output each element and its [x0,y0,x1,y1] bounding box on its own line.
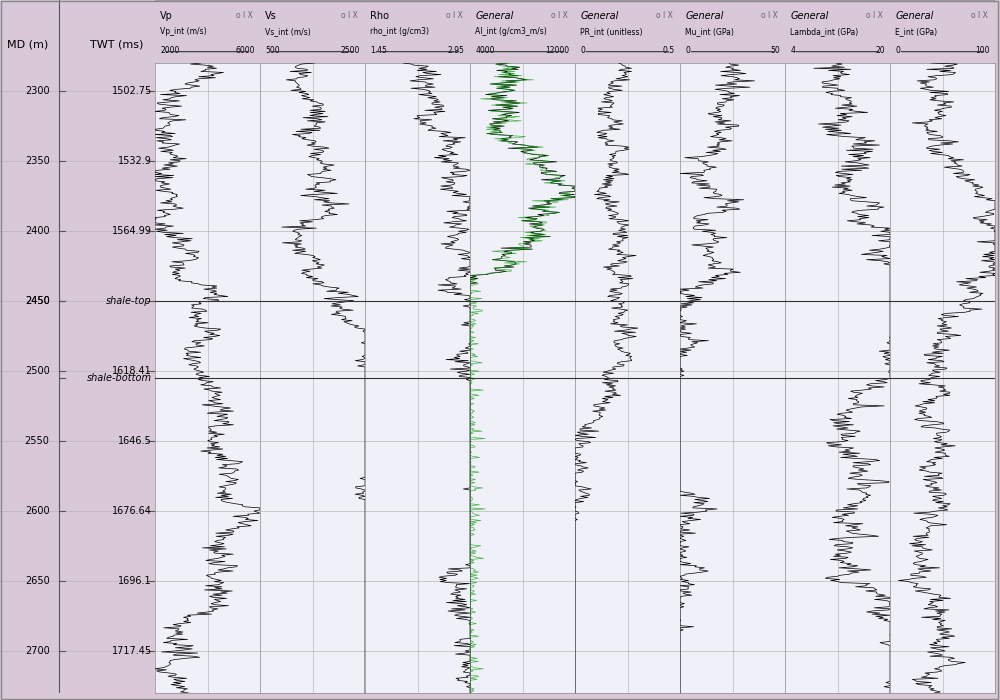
Text: 2450: 2450 [25,296,50,306]
Text: 1502.75: 1502.75 [112,86,152,96]
Text: Vs: Vs [265,11,277,21]
Text: 2600: 2600 [25,506,50,516]
Text: 50: 50 [770,46,780,55]
Text: 1696.1: 1696.1 [118,576,152,586]
Text: shale-top: shale-top [106,296,152,306]
Text: Lambda_int (GPa): Lambda_int (GPa) [790,27,858,36]
Text: General: General [580,11,619,21]
Text: 2000: 2000 [160,46,180,55]
Text: 1.45: 1.45 [370,46,387,55]
Text: 2300: 2300 [25,86,50,96]
Text: 4000: 4000 [475,46,495,55]
Text: 2500: 2500 [25,366,50,376]
Text: E_int (GPa): E_int (GPa) [895,27,937,36]
Text: 2500: 2500 [340,46,360,55]
Text: 4: 4 [790,46,795,55]
Text: PR_int (unitless): PR_int (unitless) [580,27,643,36]
Text: 2400: 2400 [25,226,50,236]
Text: rho_int (g/cm3): rho_int (g/cm3) [370,27,429,36]
Text: TWT (ms): TWT (ms) [90,39,143,49]
Text: Vs_int (m/s): Vs_int (m/s) [265,27,311,36]
Text: Mu_int (GPa): Mu_int (GPa) [685,27,734,36]
Text: 1618.41: 1618.41 [112,366,152,376]
Text: Vp: Vp [160,11,173,21]
Text: 2350: 2350 [25,156,50,166]
Text: 100: 100 [975,46,990,55]
Text: 2700: 2700 [25,646,50,656]
Text: General: General [685,11,724,21]
Text: 0: 0 [895,46,900,55]
Text: 2650: 2650 [25,576,50,586]
Text: o I X: o I X [971,11,988,20]
Text: 6000: 6000 [235,46,255,55]
Text: 20: 20 [875,46,885,55]
Text: 500: 500 [265,46,280,55]
Text: 1717.45: 1717.45 [112,646,152,656]
Text: MD (m): MD (m) [7,39,49,49]
Text: 0: 0 [685,46,690,55]
Text: General: General [895,11,934,21]
Text: 2550: 2550 [25,436,50,446]
Text: 2450: 2450 [25,296,50,306]
Text: 1676.64: 1676.64 [112,506,152,516]
Text: o I X: o I X [236,11,253,20]
Text: o I X: o I X [866,11,883,20]
Text: 0: 0 [580,46,585,55]
Text: o I X: o I X [761,11,778,20]
Text: o I X: o I X [551,11,568,20]
Text: 12000: 12000 [546,46,570,55]
Text: Rho: Rho [370,11,389,21]
Text: General: General [790,11,829,21]
Text: Vp_int (m/s): Vp_int (m/s) [160,27,207,36]
Text: o I X: o I X [341,11,358,20]
Text: 1564.99: 1564.99 [112,226,152,236]
Text: 1646.5: 1646.5 [118,436,152,446]
Text: General: General [475,11,514,21]
Text: o I X: o I X [446,11,463,20]
Text: 0.5: 0.5 [663,46,675,55]
Text: 2.95: 2.95 [448,46,465,55]
Text: shale-bottom: shale-bottom [87,373,152,383]
Text: AI_int (g/cm3_m/s): AI_int (g/cm3_m/s) [475,27,547,36]
Text: 1532.9: 1532.9 [118,156,152,166]
Text: o I X: o I X [656,11,673,20]
